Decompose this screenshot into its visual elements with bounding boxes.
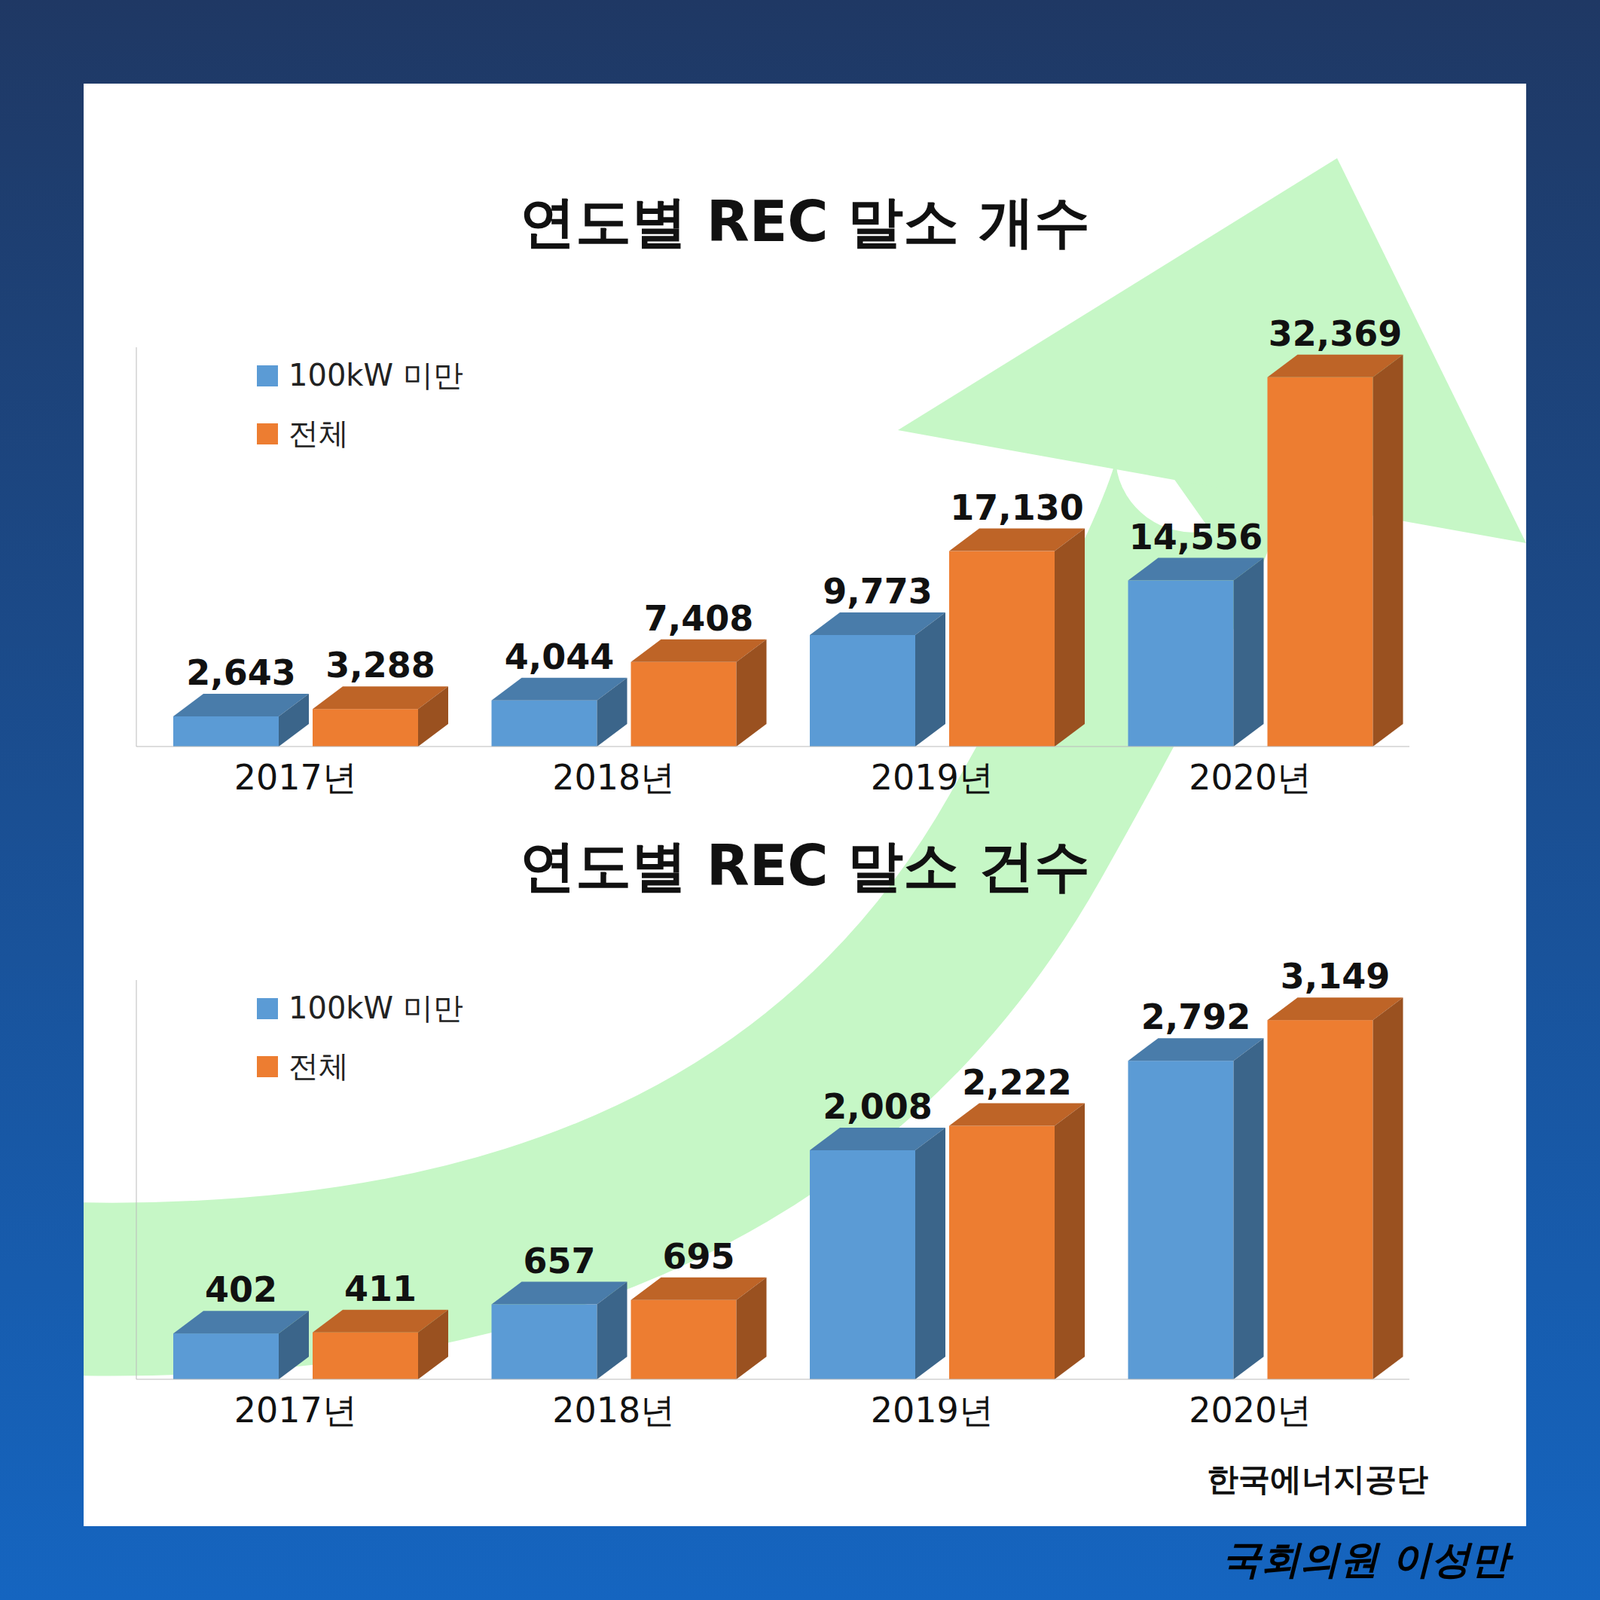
svg-text:7,408: 7,408 xyxy=(644,598,755,639)
svg-text:2017년: 2017년 xyxy=(234,757,358,798)
svg-text:2020년: 2020년 xyxy=(1188,1389,1312,1431)
svg-text:2018년: 2018년 xyxy=(552,1389,675,1431)
svg-text:9,773: 9,773 xyxy=(822,570,933,612)
svg-text:2020년: 2020년 xyxy=(1188,757,1312,798)
svg-text:32,369: 32,369 xyxy=(1268,313,1403,355)
svg-text:3,149: 3,149 xyxy=(1280,955,1391,997)
svg-text:2,222: 2,222 xyxy=(961,1062,1072,1103)
html-text:연도별 REC 말소 건수: 연도별 REC 말소 건수 xyxy=(519,833,1091,898)
svg-text:2,008: 2,008 xyxy=(822,1086,933,1127)
svg-text:2019년: 2019년 xyxy=(870,757,994,798)
svg-text:17,130: 17,130 xyxy=(949,487,1084,529)
svg-text:2018년: 2018년 xyxy=(552,757,675,798)
svg-text:3,288: 3,288 xyxy=(325,644,436,686)
svg-text:14,556: 14,556 xyxy=(1129,516,1264,558)
svg-text:4,044: 4,044 xyxy=(504,636,615,678)
svg-text:695: 695 xyxy=(662,1236,735,1277)
svg-text:2017년: 2017년 xyxy=(234,1389,358,1431)
html-text:100kW 미만: 100kW 미만 xyxy=(288,990,464,1026)
svg-text:411: 411 xyxy=(344,1268,417,1310)
html-text:전체: 전체 xyxy=(288,415,349,451)
svg-text:2,643: 2,643 xyxy=(186,652,297,694)
svg-text:2,792: 2,792 xyxy=(1141,996,1252,1038)
html-text:연도별 REC 말소 개수: 연도별 REC 말소 개수 xyxy=(519,189,1091,254)
svg-text:402: 402 xyxy=(204,1269,278,1310)
svg-text:657: 657 xyxy=(522,1240,596,1282)
html-text:한국에너지공단: 한국에너지공단 xyxy=(1206,1460,1429,1498)
html-text:100kW 미만: 100kW 미만 xyxy=(288,357,464,393)
svg-text:2019년: 2019년 xyxy=(870,1389,994,1431)
html-text:전체: 전체 xyxy=(288,1048,349,1084)
html-text:국회의원 이성만: 국회의원 이성만 xyxy=(1221,1536,1510,1582)
